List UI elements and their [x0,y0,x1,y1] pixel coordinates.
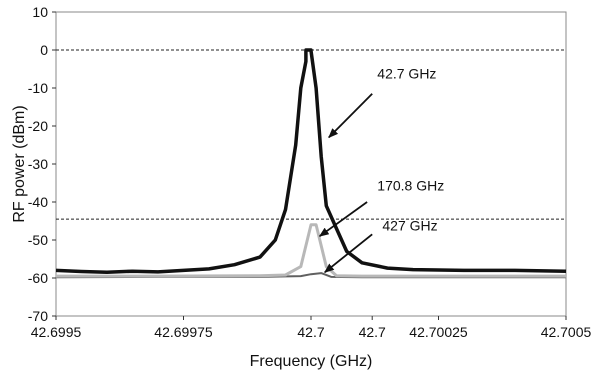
x-tick-label: 42.7 [297,324,324,340]
series-line-2 [56,223,566,278]
y-tick-label: -60 [28,270,48,286]
y-axis-title: RF power (dBm) [11,105,28,222]
annotation-label-3: 427 GHz [382,218,437,234]
y-tick-label: -40 [28,194,48,210]
x-axis-title: Frequency (GHz) [250,353,373,370]
y-tick-label: -70 [28,308,48,324]
annotation-arrow-1 [328,93,373,139]
annotation-arrow-2 [318,201,368,237]
y-tick-label: -50 [28,232,48,248]
y-tick-label: -10 [28,80,48,96]
y-tick-label: -30 [28,156,48,172]
y-tick-label: -20 [28,118,48,134]
x-tick-label: 42.70025 [409,324,468,340]
annotation-arrow-3 [323,233,373,274]
x-tick-label: 42.69975 [154,324,213,340]
annotation-label-2: 170.8 GHz [377,178,444,194]
y-tick-label: 10 [32,4,48,20]
series-line-1 [55,48,567,275]
x-tick-label: 42.7 [359,324,386,340]
x-tick-label: 42.7005 [541,324,592,340]
annotation-label-1: 42.7 GHz [377,66,436,82]
x-tick-label: 42.6995 [31,324,82,340]
y-tick-label: 0 [40,42,48,58]
